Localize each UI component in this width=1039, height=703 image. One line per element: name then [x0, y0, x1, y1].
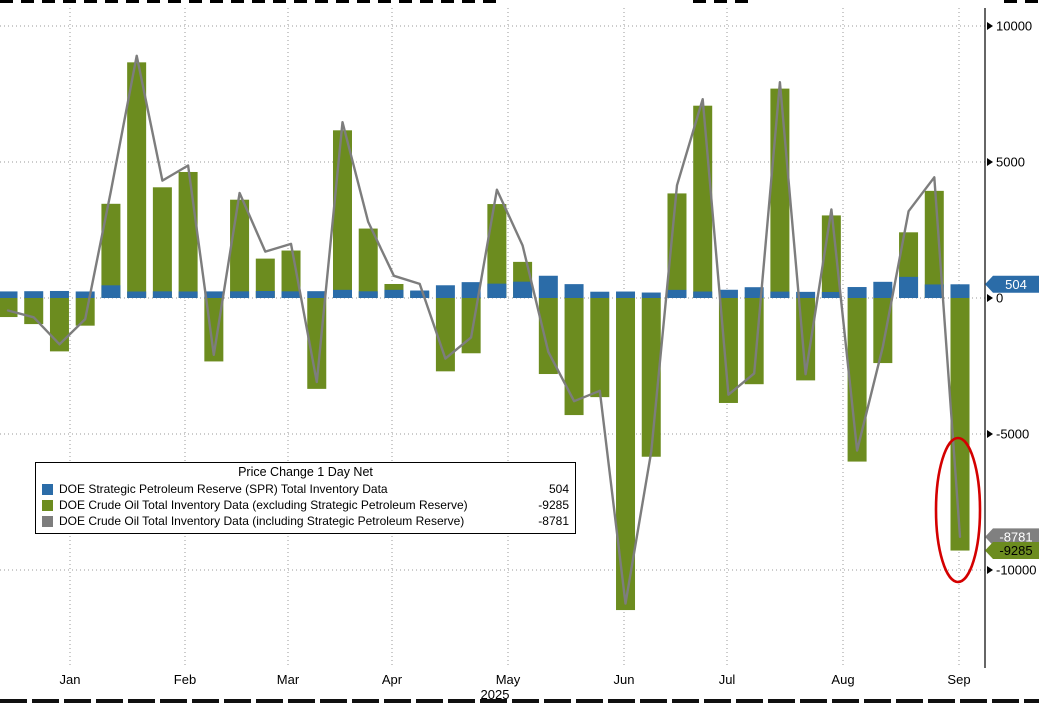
x-axis-year-label: 2025 — [481, 687, 510, 702]
value-badge — [985, 542, 1039, 560]
legend-title: Price Change 1 Day Net — [238, 465, 373, 479]
legend-row-spr: DOE Strategic Petroleum Reserve (SPR) To… — [42, 481, 569, 497]
crude-incl-spr-line — [6, 54, 962, 605]
clipped-text-top-mid — [693, 0, 749, 3]
x-axis-month-label: Aug — [831, 672, 854, 687]
value-badge — [985, 275, 1039, 293]
legend-label-crude-ex-spr: DOE Crude Oil Total Inventory Data (excl… — [59, 498, 468, 512]
value-badge-label: 504 — [1005, 277, 1027, 292]
y-axis-ticks: 10000 5000 0 -5000 -10000 — [987, 19, 1036, 578]
x-axis-month-label: Jan — [60, 672, 81, 687]
clipped-text-top-right — [1004, 0, 1039, 3]
legend-label-crude-incl-spr: DOE Crude Oil Total Inventory Data (incl… — [59, 514, 465, 528]
y-axis-tick-label: 5000 — [996, 155, 1025, 170]
spr-swatch-icon — [42, 483, 53, 495]
last-value-badges: 504 -8781-9285 — [985, 275, 1039, 560]
clipped-text-top-left — [0, 0, 498, 3]
crude-ex-spr-bars — [0, 62, 970, 611]
y-axis-tick-marker — [987, 294, 993, 302]
y-axis-tick-marker — [987, 158, 993, 166]
x-axis-month-label: Feb — [174, 672, 196, 687]
legend-box: Price Change 1 Day Net DOE Strategic Pet… — [35, 462, 576, 534]
y-axis-tick-label: -5000 — [996, 427, 1029, 442]
x-axis-month-label: Jun — [614, 672, 635, 687]
x-axis-month-label: Mar — [277, 672, 300, 687]
y-axis-tick-label: 0 — [996, 291, 1003, 306]
y-axis-tick-marker — [987, 22, 993, 30]
value-badge-label: -9285 — [999, 543, 1032, 558]
x-axis-labels: Jan Feb Mar Apr May Jun Jul Aug Sep 2025 — [60, 672, 971, 702]
red-ellipse-annotation — [934, 436, 982, 584]
clipped-text-bottom — [0, 699, 1039, 703]
crude-incl-spr-swatch-icon — [42, 515, 53, 527]
crude-ex-spr-swatch-icon — [42, 499, 53, 511]
legend-row-crude-ex-spr: DOE Crude Oil Total Inventory Data (excl… — [42, 497, 569, 513]
y-axis-tick-label: 10000 — [996, 19, 1032, 34]
x-axis-month-label: Apr — [382, 672, 403, 687]
x-axis-month-label: Sep — [947, 672, 970, 687]
spr-bars — [0, 275, 970, 298]
value-badge — [985, 528, 1039, 546]
legend-value-crude-ex-spr: -9285 — [538, 498, 569, 512]
x-axis-month-label: Jul — [719, 672, 736, 687]
legend-label-spr: DOE Strategic Petroleum Reserve (SPR) To… — [59, 482, 388, 496]
legend-row-crude-incl-spr: DOE Crude Oil Total Inventory Data (incl… — [42, 513, 569, 529]
legend-value-spr: 504 — [548, 482, 569, 496]
y-axis-tick-marker — [987, 566, 993, 574]
value-badge-label: -8781 — [999, 529, 1032, 544]
y-axis-tick-marker — [987, 430, 993, 438]
legend-value-crude-incl-spr: -8781 — [538, 514, 569, 528]
x-axis-month-label: May — [496, 672, 521, 687]
y-axis-tick-label: -10000 — [996, 563, 1036, 578]
